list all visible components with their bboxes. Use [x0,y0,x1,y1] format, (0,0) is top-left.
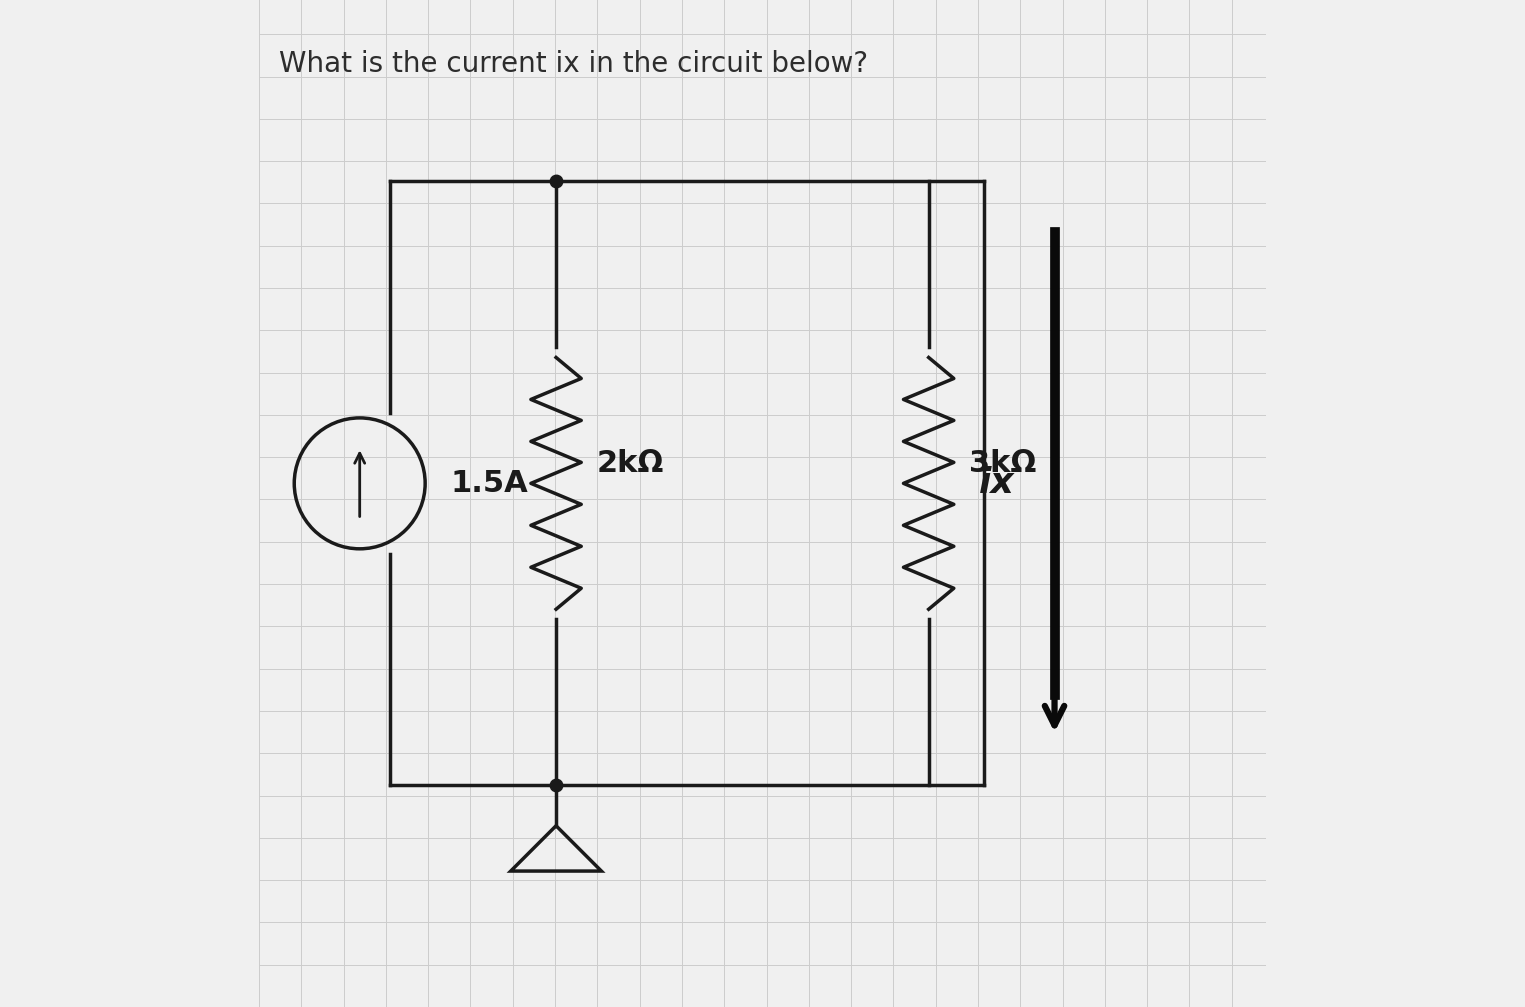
Text: ix: ix [979,466,1014,500]
Text: 3kΩ: 3kΩ [968,449,1037,477]
Text: What is the current ix in the circuit below?: What is the current ix in the circuit be… [279,50,868,79]
Text: 2kΩ: 2kΩ [596,449,663,477]
Text: 1.5A: 1.5A [450,469,528,497]
